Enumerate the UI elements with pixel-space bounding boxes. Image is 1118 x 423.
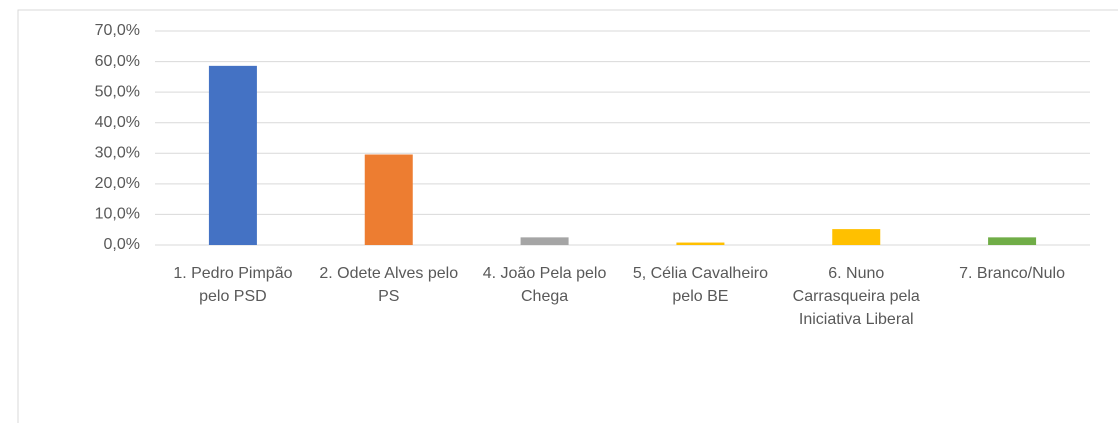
bar (364, 154, 413, 245)
x-tick-label: 7. Branco/Nulo (959, 265, 1065, 282)
y-tick-label: 0,0% (104, 236, 140, 253)
bar (520, 237, 569, 245)
y-tick-label: 40,0% (95, 114, 140, 131)
x-tick-label: 6. Nuno Carrasqueira pela Iniciativa Lib… (792, 265, 920, 328)
y-tick-label: 10,0% (95, 206, 140, 223)
chart-border (17, 9, 1118, 423)
y-tick-label: 30,0% (95, 145, 140, 162)
x-tick-label: 4. João Pela pelo Chega (482, 265, 607, 305)
bar (676, 242, 725, 245)
bar (208, 65, 257, 245)
y-tick-label: 50,0% (95, 83, 140, 100)
x-tick-label: 5, Célia Cavalheiro pelo BE (632, 265, 768, 305)
bar (988, 237, 1037, 245)
bar (832, 229, 881, 245)
x-tick-label: 2. Odete Alves pelo PS (319, 265, 459, 305)
y-tick-label: 60,0% (95, 53, 140, 70)
y-tick-label: 20,0% (95, 175, 140, 192)
y-tick-label: 70,0% (95, 22, 140, 39)
x-tick-label: 1. Pedro Pimpão pelo PSD (173, 265, 293, 305)
